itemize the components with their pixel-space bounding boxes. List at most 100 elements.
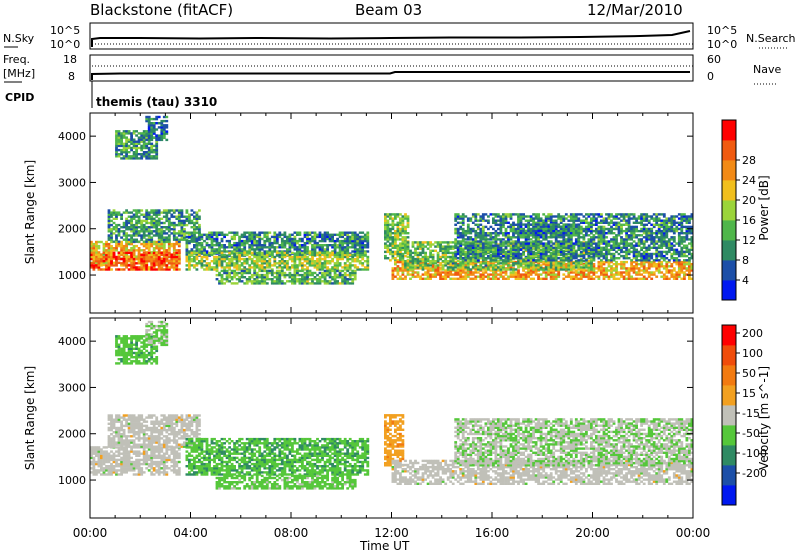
power-cell [205,244,209,247]
power-cell [193,228,196,231]
power-cell [454,232,458,235]
power-cell [481,246,485,249]
power-cell [115,244,118,248]
power-cell [125,211,128,214]
power-cell [308,251,312,255]
power-cell [125,242,128,246]
power-cell [293,276,297,279]
power-cell [308,273,312,277]
power-cell [439,277,442,280]
power-cell [125,234,128,237]
power-cell [306,235,309,239]
power-cell [514,229,518,233]
power-cell [587,266,591,269]
power-cell [177,217,181,220]
power-cell [502,221,505,224]
power-cell [132,138,136,141]
power-cell [394,252,397,256]
power-cell [404,227,407,231]
power-cell [283,235,287,239]
power-cell [537,219,540,222]
power-cell [193,217,196,220]
power-cell [260,280,264,283]
power-cell [160,134,164,137]
power-cell [286,273,289,277]
power-cell [160,138,164,142]
power-cell [557,271,561,274]
power-cell [454,271,458,274]
power-cell [190,234,194,237]
power-cell [162,136,166,139]
power-cell [451,268,455,271]
power-cell [507,225,510,229]
power-cell [627,269,631,272]
power-cell [439,264,442,267]
power-cell [600,265,603,268]
power-cell [554,259,558,262]
power-cell [140,263,144,267]
power-cell [602,271,606,274]
power-cell [253,244,257,247]
power-cell [200,257,204,261]
power-cell [328,268,332,271]
power-cell [283,251,287,255]
power-cell [424,271,427,274]
power-cell [180,232,184,235]
power-cell [466,236,470,239]
power-cell [484,271,488,274]
power-cell [358,250,362,253]
power-cell [464,262,468,265]
power-cell [343,233,347,236]
power-cell [142,232,146,235]
power-cell [177,262,181,265]
power-cell [527,275,530,278]
power-cell [185,246,189,249]
power-cell [313,271,317,275]
power-cell [532,213,535,216]
power-cell [544,259,548,262]
power-cell [579,277,583,280]
power-cell [180,213,184,216]
power-cell [637,263,641,266]
power-cell [514,240,518,243]
power-cell [406,255,410,259]
power-cell [587,251,591,255]
power-cell [343,251,347,255]
power-cell [346,237,350,241]
power-cell [198,230,201,233]
power-cell [265,239,269,243]
power-cell [338,241,342,245]
power-cell [356,244,360,247]
power-cell [140,138,144,141]
power-cell [331,278,334,281]
power-cell [130,138,133,141]
power-cell [112,257,116,260]
power-cell [554,219,558,222]
power-cell [152,253,156,257]
power-cell [527,215,530,218]
power-cell [464,215,468,218]
power-cell [120,226,123,229]
power-cell [411,268,415,271]
power-cell [223,233,226,236]
power-cell [112,240,116,243]
power-cell [517,254,520,258]
power-cell [336,262,339,265]
power-cell [474,252,478,256]
power-cell [255,278,259,281]
power-cell [180,221,184,225]
power-cell [160,136,164,139]
power-cell [688,271,691,274]
power-cell [590,275,593,278]
power-cell [260,257,264,261]
freq-left-tick-bottom: 8 [68,70,75,83]
power-cell [268,262,272,265]
power-cell [602,273,606,276]
power-cell [225,276,229,279]
power-cell [132,215,136,218]
power-cell [414,271,417,274]
power-cell [157,115,161,119]
power-cell [155,146,159,150]
power-cell [529,241,533,244]
power-cell [132,226,136,229]
